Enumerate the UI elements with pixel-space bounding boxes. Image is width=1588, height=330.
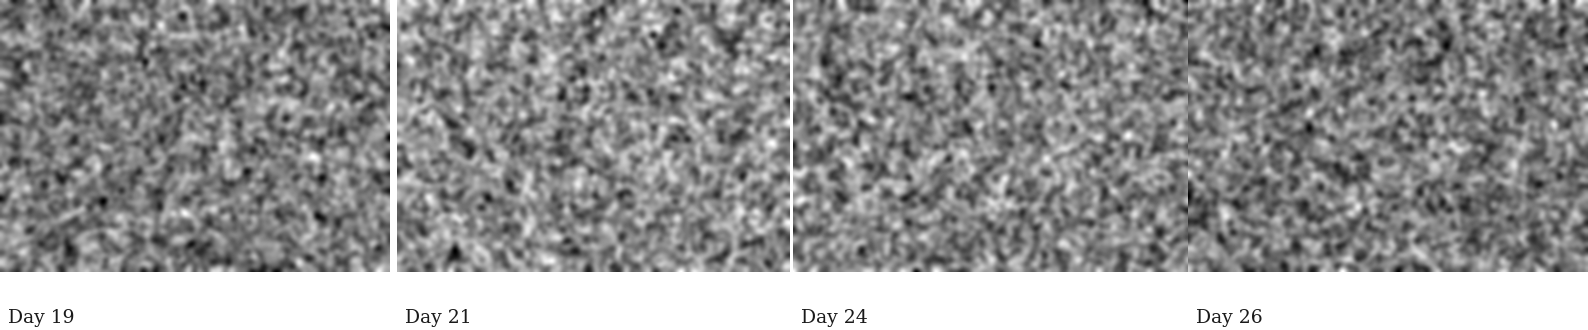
Text: Day 19: Day 19	[8, 309, 75, 327]
Text: Day 24: Day 24	[800, 309, 867, 327]
Text: Day 21: Day 21	[405, 309, 472, 327]
Text: Day 26: Day 26	[1196, 309, 1262, 327]
